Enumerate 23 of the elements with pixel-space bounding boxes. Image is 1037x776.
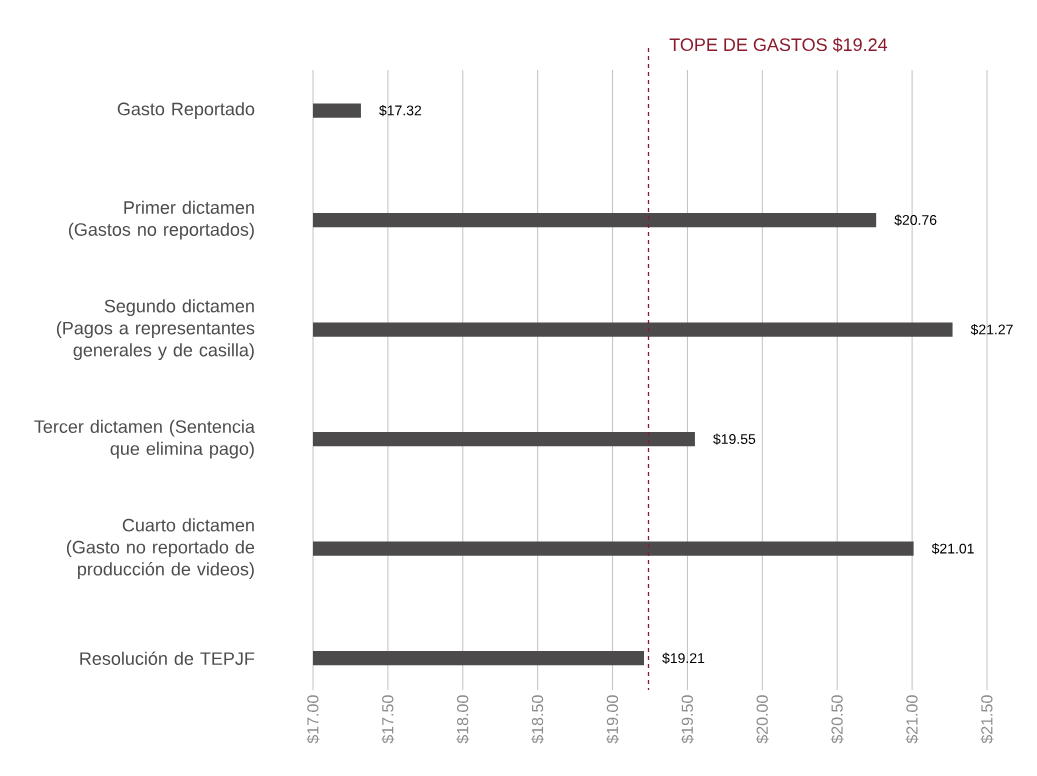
x-tick-label: $21.00	[905, 695, 919, 744]
x-tick-label: $21.50	[980, 695, 994, 744]
y-tick-label: Segundo dictamen (Pagos a representantes generales y de casilla)	[56, 299, 255, 361]
y-tick-label: Cuarto dictamen (Gasto no reportado de producción de videos)	[66, 518, 255, 580]
x-tick-label: $17.00	[306, 695, 320, 744]
x-tick-label: $18.50	[531, 695, 545, 744]
y-tick-label: Resolución de TEPJF	[80, 651, 255, 665]
x-tick-label: $19.50	[680, 695, 694, 744]
ref-line-label: TOPE DE GASTOS $19.24	[669, 37, 888, 53]
x-tick-label: $20.00	[755, 695, 769, 744]
y-tick-label: Primer dictamen (Gastos no reportados)	[68, 200, 254, 240]
y-tick-label: Gasto Reportado	[117, 102, 255, 119]
data-label: $19.55	[713, 433, 756, 445]
y-tick-label: Tercer dictamen (Sentencia que elimina pago)	[34, 419, 255, 459]
data-label: $17.32	[379, 104, 422, 117]
x-tick-label: $19.00	[606, 695, 620, 744]
data-label: $19.21	[662, 652, 705, 664]
data-label: $20.76	[894, 214, 937, 226]
x-tick-label: $18.00	[456, 695, 470, 744]
x-tick-label: $17.50	[381, 695, 395, 744]
data-label: $21.01	[931, 543, 974, 555]
data-label: $21.27	[970, 323, 1013, 336]
x-tick-label: $20.50	[830, 695, 844, 744]
